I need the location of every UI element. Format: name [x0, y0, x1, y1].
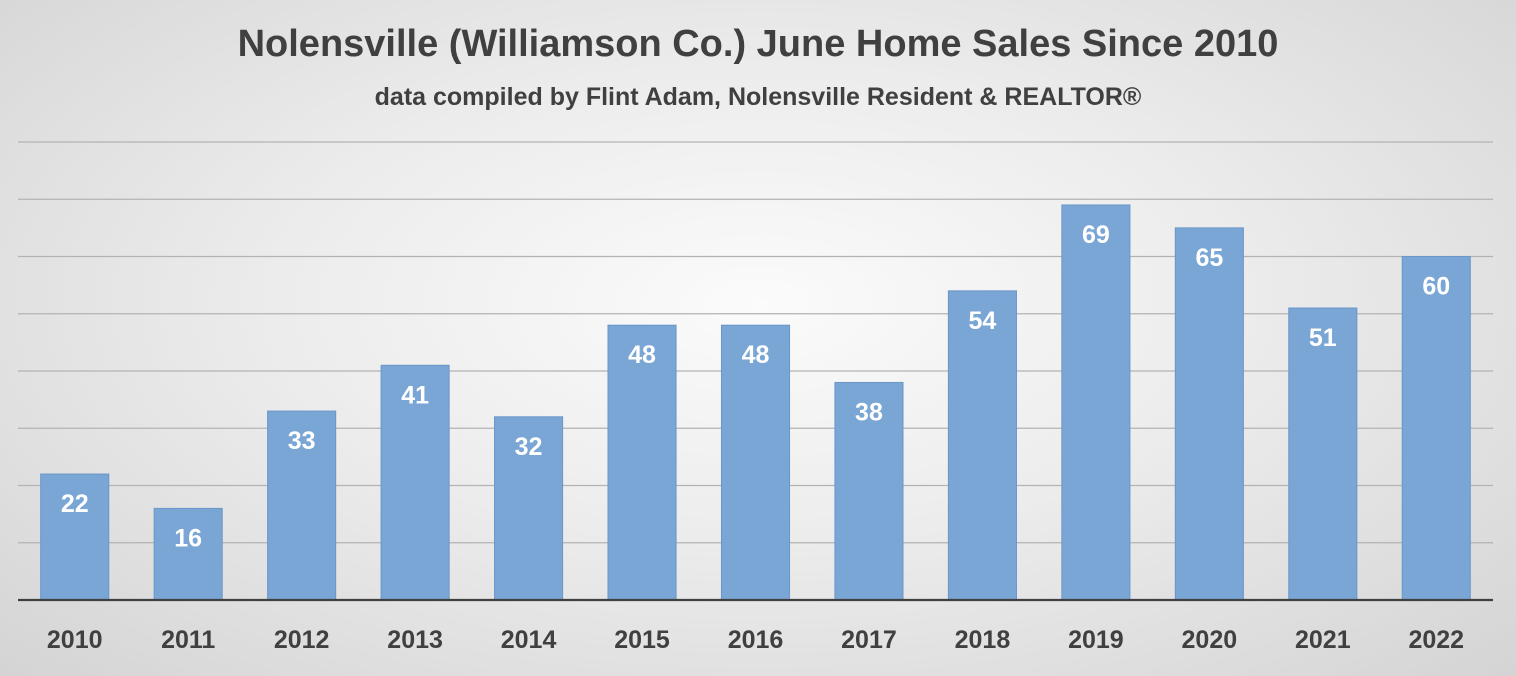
x-tick-label-2018: 2018	[955, 626, 1011, 654]
data-label-2016: 48	[742, 341, 770, 369]
x-tick-label-2019: 2019	[1068, 626, 1124, 654]
data-label-2019: 69	[1082, 221, 1110, 249]
bar-2022	[1401, 256, 1471, 601]
data-label-2014: 32	[515, 433, 543, 461]
bar-2018	[947, 290, 1017, 601]
data-label-2011: 16	[174, 524, 202, 552]
bar-2015	[607, 324, 677, 601]
x-tick-label-2012: 2012	[274, 626, 330, 654]
bar-2011	[153, 507, 223, 601]
bar-2016	[720, 324, 791, 601]
data-label-2021: 51	[1309, 324, 1337, 352]
x-tick-label-2010: 2010	[47, 626, 103, 654]
data-label-2013: 41	[401, 381, 429, 409]
bar-2012	[267, 410, 337, 601]
bar-2017	[834, 381, 904, 601]
bar-2020	[1174, 227, 1244, 601]
x-tick-label-2022: 2022	[1408, 626, 1464, 654]
bar-2010	[40, 473, 110, 601]
x-tick-label-2013: 2013	[387, 626, 443, 654]
data-label-2015: 48	[628, 341, 656, 369]
data-label-2017: 38	[855, 398, 883, 426]
x-axis: 2010 2011 2012 2013 2014 2015 2016 2017 2018 2019…	[18, 598, 1493, 654]
data-label-2020: 65	[1195, 244, 1223, 272]
data-labels: 22 16 33 41 32 48 48 38 54 69 65 51 60	[61, 221, 1450, 552]
x-tick-label-2014: 2014	[501, 626, 557, 654]
x-tick-label-2011: 2011	[161, 626, 215, 654]
x-tick-label-2017: 2017	[841, 626, 897, 654]
x-tick-label-2015: 2015	[614, 626, 670, 654]
x-tick-label-2020: 2020	[1182, 626, 1238, 654]
data-label-2010: 22	[61, 490, 89, 518]
bar-2014	[494, 416, 564, 601]
chart-subtitle: data compiled by Flint Adam, Nolensville…	[374, 83, 1142, 111]
data-label-2018: 54	[969, 307, 997, 335]
bars	[40, 204, 1471, 601]
bar-2019	[1061, 204, 1131, 601]
bar-2013	[380, 364, 450, 601]
x-tick-label-2021: 2021	[1295, 626, 1351, 654]
x-tick-label-2016: 2016	[728, 626, 784, 654]
data-label-2022: 60	[1422, 273, 1450, 301]
data-label-2012: 33	[288, 427, 316, 455]
bar-2021	[1288, 307, 1358, 601]
chart-title: Nolensville (Williamson Co.) June Home S…	[237, 23, 1279, 65]
